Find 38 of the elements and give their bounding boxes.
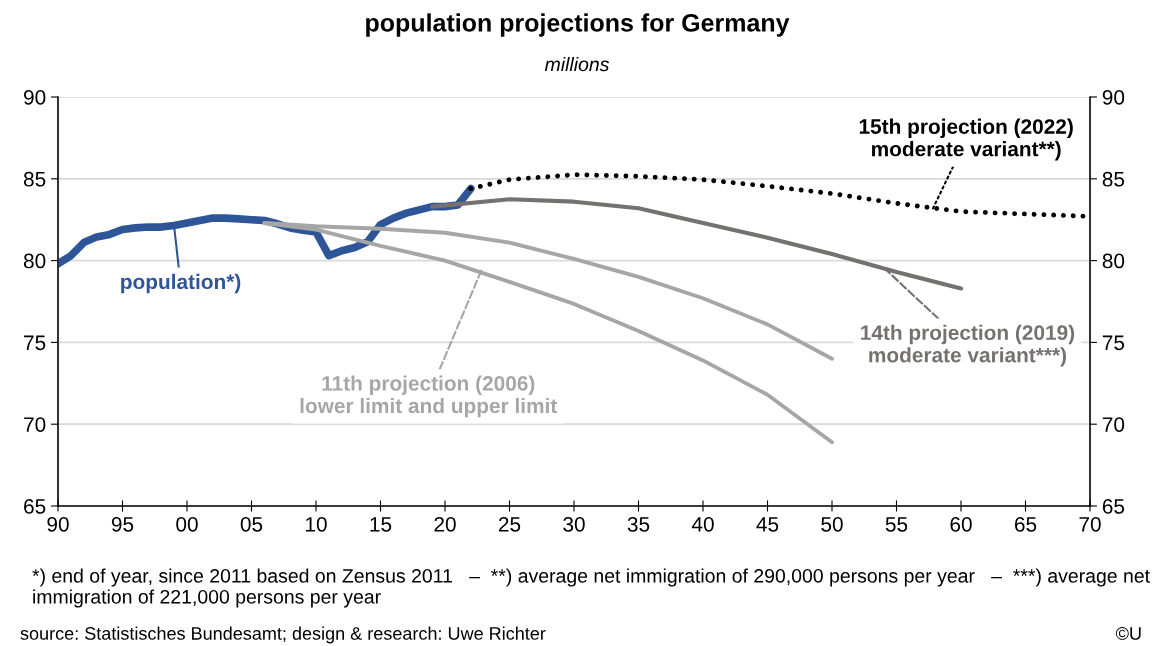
y2-tick-label: 85	[1102, 171, 1125, 187]
chart-subtitle: millions	[544, 56, 610, 72]
x-tick-label: 10	[306, 516, 327, 532]
y-tick-label: 65	[24, 499, 46, 514]
chart-title: population projections for Germany	[366, 13, 790, 37]
x-tick-label: 00	[176, 516, 198, 532]
y-tick-label: 80	[23, 253, 46, 269]
x-tick-label: 60	[950, 516, 972, 532]
y2-tick-label: 75	[1102, 335, 1125, 351]
x-tick-label: 05	[240, 516, 263, 532]
x-tick-label: 45	[756, 517, 779, 532]
annotation: population*)	[121, 273, 241, 294]
text: *) end of year, since 2011 based on Zensus 2011 – **) average net immigration of 290,000 persons per year – ***) average net immigration of 221,000 persons per year	[32, 568, 1150, 608]
annotation: 11th projection (2006) lower limit and upper limit	[300, 375, 558, 418]
x-tick-label: 95	[111, 516, 134, 532]
text: ©U	[1115, 627, 1141, 640]
x-tick-label: 90	[47, 516, 69, 532]
y-tick-label: 90	[24, 90, 46, 105]
x-tick-label: 50	[821, 516, 843, 532]
annotation: 14th projection (2019) moderate variant***)	[861, 324, 1075, 367]
x-tick-label: 65	[1014, 516, 1037, 532]
y-tick-label: 75	[24, 335, 46, 351]
y2-tick-label: 65	[1102, 499, 1125, 514]
y2-tick-label: 70	[1102, 417, 1125, 432]
x-tick-label: 55	[885, 517, 908, 532]
y-tick-label: 70	[24, 417, 46, 432]
source-note: source: Statistisches Bundesamt; design & research: Uwe Richter	[20, 626, 546, 644]
y-tick-label: 85	[23, 171, 46, 187]
x-tick-label: 35	[627, 516, 650, 532]
y2-tick-label: 90	[1102, 90, 1125, 105]
y2-tick-label: 80	[1102, 253, 1125, 269]
x-tick-label: 70	[1079, 516, 1101, 532]
x-tick-label: 20	[434, 516, 456, 532]
x-tick-label: 15	[370, 517, 392, 532]
annotation: 15th projection (2022) moderate variant**)	[859, 118, 1073, 161]
x-tick-label: 25	[498, 516, 521, 532]
x-tick-label: 40	[691, 516, 714, 532]
x-tick-label: 30	[563, 516, 585, 532]
